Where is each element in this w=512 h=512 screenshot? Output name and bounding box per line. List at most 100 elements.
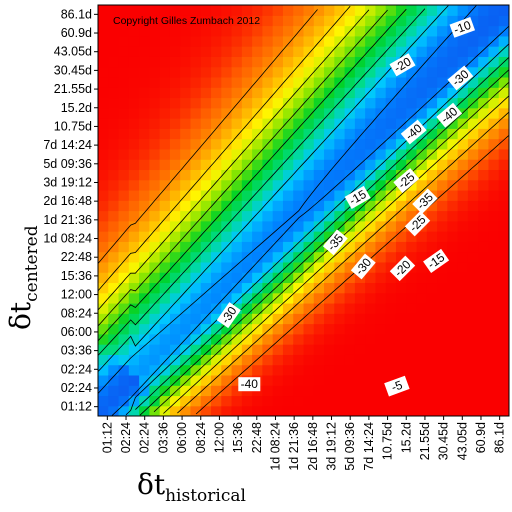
heatmap-cell — [375, 97, 387, 109]
heatmap-cell — [139, 87, 150, 99]
heatmap-cell — [252, 272, 264, 284]
heatmap-cell — [231, 15, 243, 27]
heatmap-cell — [282, 76, 294, 88]
heatmap-cell — [118, 25, 130, 37]
contour-label-text: -5 — [389, 378, 404, 395]
heatmap-cell — [190, 405, 202, 416]
heatmap-cell — [169, 302, 181, 314]
heatmap-cell — [159, 323, 171, 335]
heatmap-cell — [437, 282, 448, 294]
heatmap-cell — [231, 97, 243, 109]
heatmap-cell — [252, 282, 264, 294]
heatmap-cell — [324, 148, 335, 160]
heatmap-cell — [478, 354, 490, 366]
heatmap-cell — [354, 25, 366, 37]
heatmap-cell — [241, 282, 253, 294]
heatmap-cell — [159, 138, 171, 150]
heatmap-cell — [272, 261, 284, 273]
heatmap-cell — [241, 210, 253, 222]
heatmap-cell — [159, 76, 171, 88]
heatmap-cell — [488, 374, 500, 386]
heatmap-cell — [478, 220, 490, 232]
heatmap-cell — [272, 251, 284, 263]
heatmap-cell — [262, 313, 274, 325]
heatmap-cell — [180, 272, 192, 284]
heatmap-cell — [190, 179, 202, 191]
heatmap-cell — [447, 128, 459, 140]
heatmap-cell — [303, 87, 315, 99]
heatmap-cell — [385, 354, 397, 366]
heatmap-cell — [108, 364, 120, 376]
heatmap-cell — [457, 282, 469, 294]
contour-label-background — [449, 17, 476, 38]
x-tick-label: 02:24 — [119, 422, 133, 453]
heatmap-cell — [457, 333, 469, 345]
heatmap-cell — [437, 56, 448, 68]
heatmap-cell — [313, 292, 325, 304]
heatmap-cell — [252, 231, 264, 242]
heatmap-cell — [139, 282, 150, 294]
heatmap-cell — [180, 364, 192, 376]
heatmap-cell — [108, 200, 120, 212]
heatmap-cell — [375, 5, 387, 16]
contour-line — [98, 8, 426, 356]
heatmap-cell — [385, 313, 397, 325]
heatmap-cell — [365, 313, 377, 325]
heatmap-cell — [221, 159, 233, 171]
heatmap-cell — [169, 189, 181, 201]
x-tick-label: 60.9d — [474, 422, 488, 453]
heatmap-cell — [272, 302, 284, 314]
heatmap-cell — [231, 282, 243, 294]
heatmap-cell — [252, 25, 264, 37]
heatmap-cell — [344, 385, 356, 397]
heatmap-cell — [221, 118, 233, 129]
x-tick-label: 43.05d — [455, 422, 469, 460]
heatmap-cell — [354, 231, 366, 242]
heatmap-cell — [262, 128, 274, 140]
heatmap-cell — [344, 179, 356, 191]
heatmap-cell — [118, 128, 130, 140]
heatmap-cell — [416, 385, 428, 397]
heatmap-cell — [324, 210, 335, 222]
heatmap-cell — [293, 169, 305, 181]
heatmap-cell — [498, 189, 509, 201]
heatmap-cell — [200, 333, 212, 345]
heatmap-cell — [231, 179, 243, 191]
heatmap-cell — [426, 364, 438, 376]
heatmap-cell — [416, 66, 428, 78]
x-tick-label: 5d 09:36 — [343, 422, 357, 471]
heatmap-cell — [159, 66, 171, 78]
heatmap-cell — [406, 210, 418, 222]
heatmap-cell — [282, 35, 294, 47]
heatmap-cell — [447, 118, 459, 129]
heatmap-cell — [375, 385, 387, 397]
heatmap-cell — [293, 56, 305, 68]
heatmap-cell — [221, 220, 233, 232]
heatmap-cell — [344, 364, 356, 376]
heatmap-cell — [447, 395, 459, 407]
heatmap-cell — [128, 405, 140, 416]
heatmap-cell — [426, 76, 438, 88]
heatmap-cell — [221, 364, 233, 376]
heatmap-cell — [488, 231, 500, 242]
y-tick-label: 1d 08:24 — [43, 232, 92, 246]
heatmap-cell — [169, 159, 181, 171]
heatmap-cell — [221, 5, 233, 16]
heatmap-cell — [190, 231, 202, 242]
heatmap-cell — [385, 35, 397, 47]
heatmap-cell — [426, 56, 438, 68]
heatmap-cell — [478, 97, 490, 109]
heatmap-cell — [180, 251, 192, 263]
heatmap-cell — [128, 302, 140, 314]
heatmap-cell — [498, 344, 509, 355]
heatmap-cell — [98, 15, 109, 27]
heatmap-cell — [334, 374, 346, 386]
heatmap-cell — [437, 179, 448, 191]
heatmap-cell — [98, 302, 109, 314]
heatmap-cell — [467, 189, 479, 201]
heatmap-cell — [98, 261, 109, 273]
heatmap-cell — [149, 282, 161, 294]
heatmap-cell — [365, 364, 377, 376]
heatmap-cell — [385, 46, 397, 57]
heatmap-cell — [272, 333, 284, 345]
